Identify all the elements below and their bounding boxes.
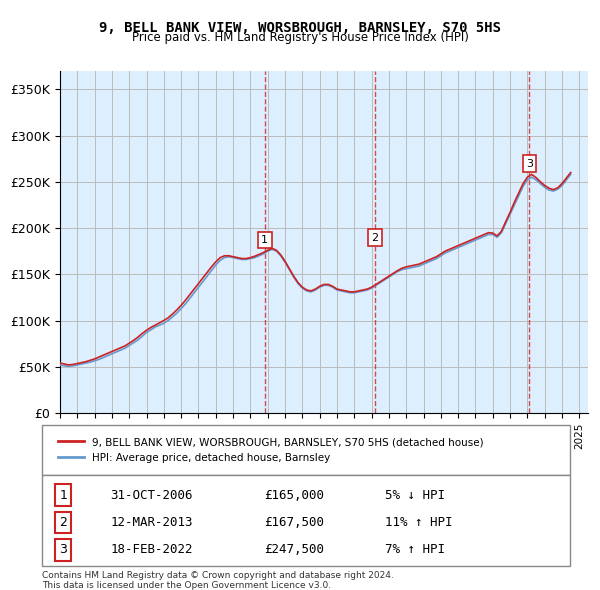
Text: 1: 1 — [261, 235, 268, 245]
Legend: 9, BELL BANK VIEW, WORSBROUGH, BARNSLEY, S70 5HS (detached house), HPI: Average : 9, BELL BANK VIEW, WORSBROUGH, BARNSLEY,… — [52, 432, 489, 468]
Text: 18-FEB-2022: 18-FEB-2022 — [110, 543, 193, 556]
Text: 3: 3 — [526, 159, 533, 169]
Text: 2: 2 — [371, 232, 379, 242]
Text: 31-OCT-2006: 31-OCT-2006 — [110, 489, 193, 502]
Text: £167,500: £167,500 — [264, 516, 324, 529]
FancyBboxPatch shape — [42, 475, 570, 566]
Text: £165,000: £165,000 — [264, 489, 324, 502]
Text: 2: 2 — [59, 516, 67, 529]
Text: 1: 1 — [59, 489, 67, 502]
Text: 5% ↓ HPI: 5% ↓ HPI — [385, 489, 445, 502]
Text: Contains HM Land Registry data © Crown copyright and database right 2024.
This d: Contains HM Land Registry data © Crown c… — [42, 571, 394, 590]
Text: 9, BELL BANK VIEW, WORSBROUGH, BARNSLEY, S70 5HS: 9, BELL BANK VIEW, WORSBROUGH, BARNSLEY,… — [99, 21, 501, 35]
Text: 3: 3 — [59, 543, 67, 556]
Text: £247,500: £247,500 — [264, 543, 324, 556]
Text: 7% ↑ HPI: 7% ↑ HPI — [385, 543, 445, 556]
FancyBboxPatch shape — [42, 425, 570, 475]
Text: 11% ↑ HPI: 11% ↑ HPI — [385, 516, 453, 529]
Text: Price paid vs. HM Land Registry's House Price Index (HPI): Price paid vs. HM Land Registry's House … — [131, 31, 469, 44]
Text: 12-MAR-2013: 12-MAR-2013 — [110, 516, 193, 529]
